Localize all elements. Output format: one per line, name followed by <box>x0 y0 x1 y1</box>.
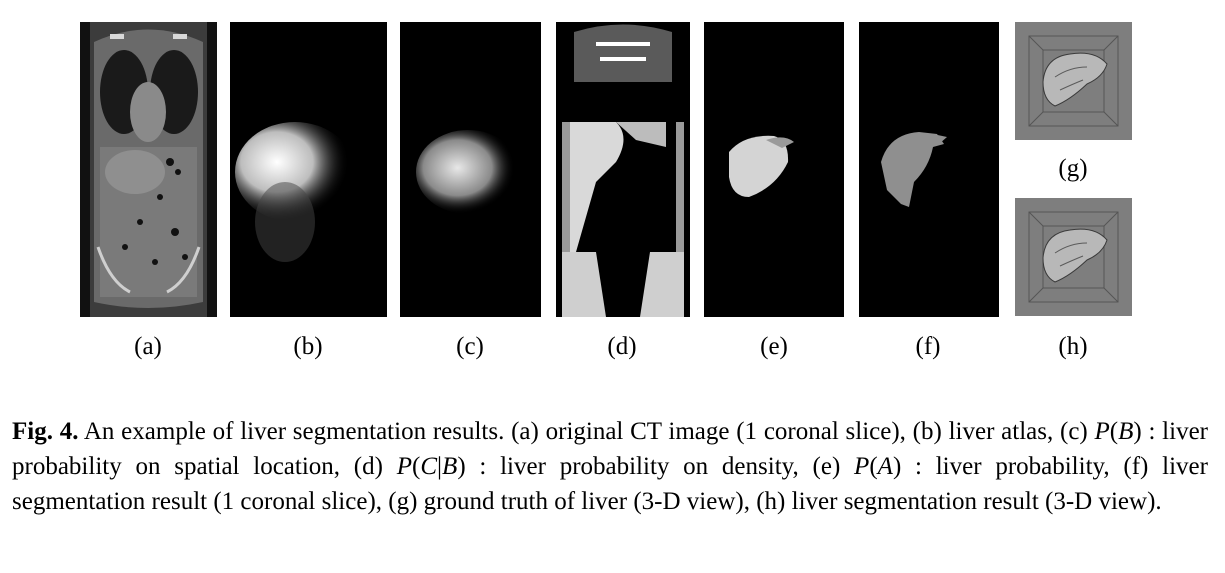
panel-b-liver-atlas <box>230 22 387 317</box>
caption-text-1: ( <box>1109 418 1119 445</box>
caption-text-3: ( <box>412 453 421 480</box>
caption-fig-label: Fig. 4. <box>12 418 79 445</box>
caption-math-p3: P <box>854 453 870 480</box>
caption-math-a: A <box>877 453 893 480</box>
caption-math-p1: P <box>1094 418 1110 445</box>
figure-caption: Fig. 4. An example of liver segmentation… <box>12 414 1208 519</box>
caption-text-0: An example of liver segmentation results… <box>78 418 1095 445</box>
panel-label-e: (e) <box>760 333 788 360</box>
panel-d-density-probability <box>556 22 690 317</box>
caption-math-b1: B <box>1118 418 1134 445</box>
panel-label-f: (f) <box>915 333 941 360</box>
panel-f-segmentation-slice <box>859 22 999 317</box>
caption-math-c: C <box>420 453 438 480</box>
panel-h-segmentation-3d <box>1015 198 1132 316</box>
caption-text-6: ( <box>869 453 878 480</box>
caption-text-4: | <box>437 453 443 480</box>
panel-a-ct-image <box>80 22 217 317</box>
caption-math-b2: B <box>442 453 458 480</box>
caption-text-7: ) : liver probability, (f) liver segment… <box>12 453 1208 515</box>
panel-label-c: (c) <box>456 333 484 360</box>
panel-label-b: (b) <box>293 333 323 360</box>
caption-math-p2: P <box>396 453 412 480</box>
panel-label-g: (g) <box>1058 155 1088 182</box>
caption-text-2: ) : liver probability on spatial locatio… <box>12 418 1208 480</box>
panel-c-spatial-probability <box>400 22 541 317</box>
panel-label-d: (d) <box>607 333 637 360</box>
panel-label-a: (a) <box>134 333 162 360</box>
panel-e-liver-probability <box>704 22 844 317</box>
panel-g-ground-truth-3d <box>1015 22 1132 140</box>
caption-text-5: ) : liver probability on density, (e) <box>457 453 855 480</box>
panel-label-h: (h) <box>1058 333 1088 360</box>
